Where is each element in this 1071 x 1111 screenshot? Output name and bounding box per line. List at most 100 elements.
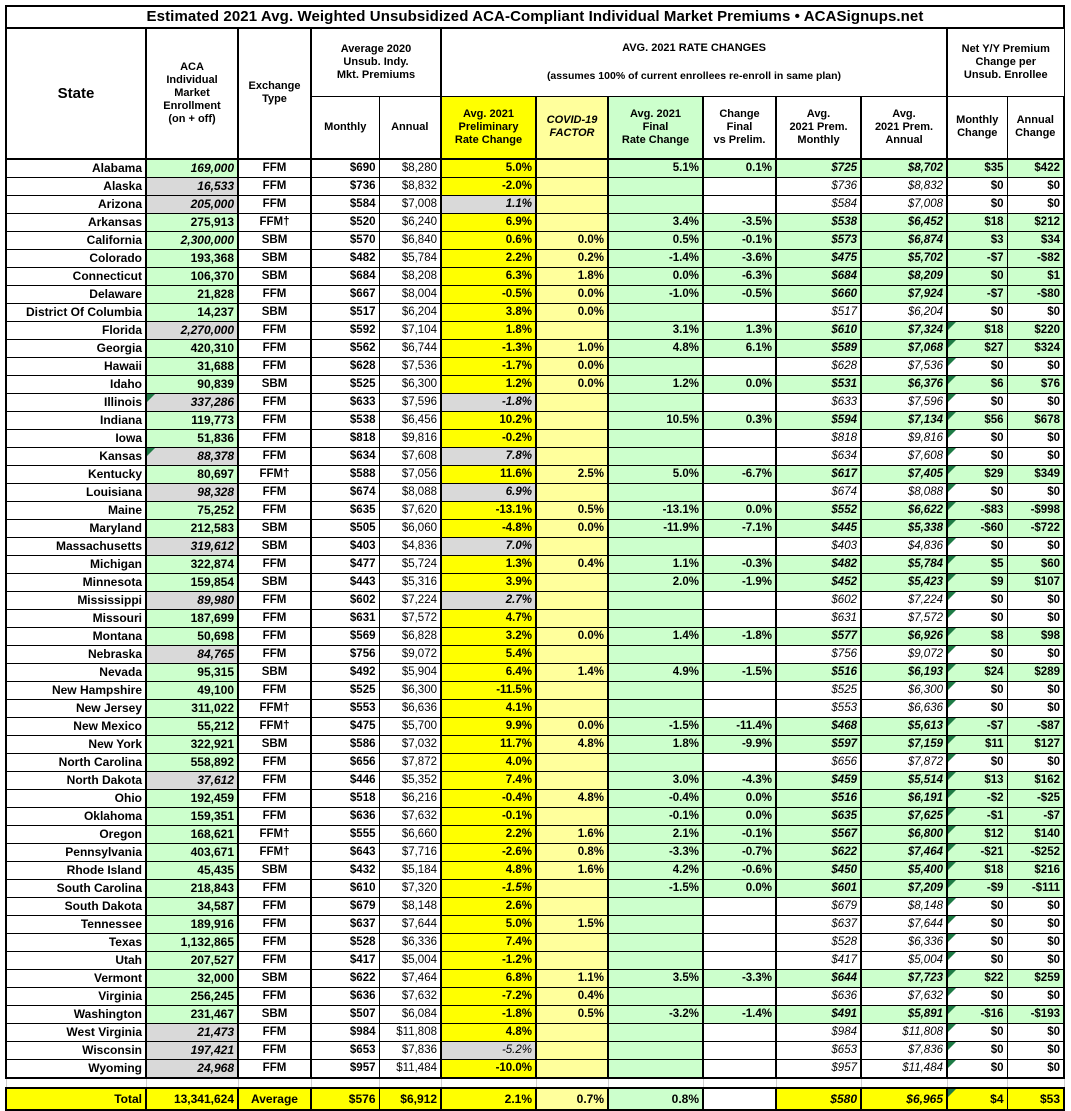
cell-prelim-rate-change[interactable]: 5.4%: [440, 644, 537, 664]
cell-2021-prem-annual[interactable]: $7,008: [860, 194, 948, 214]
cell-change-vs-prelim[interactable]: -3.5%: [702, 212, 777, 232]
cell-change-vs-prelim[interactable]: [702, 680, 777, 700]
cell-2021-prem-monthly[interactable]: $491: [775, 1004, 862, 1024]
cell-annual-change[interactable]: $0: [1006, 644, 1065, 664]
cell-prelim-rate-change[interactable]: 2.7%: [440, 590, 537, 610]
cell-2020-monthly-premium[interactable]: $818: [310, 428, 380, 448]
cell-2021-prem-annual[interactable]: $7,836: [860, 1040, 948, 1060]
cell-prelim-rate-change[interactable]: 10.2%: [440, 410, 537, 430]
cell-covid-factor[interactable]: [535, 410, 609, 430]
cell-annual-change[interactable]: $76: [1006, 374, 1065, 394]
cell-monthly-change[interactable]: -$16: [946, 1004, 1008, 1024]
cell-2020-monthly-premium[interactable]: $736: [310, 176, 380, 196]
cell-2020-monthly-premium[interactable]: $417: [310, 950, 380, 970]
cell-2021-prem-monthly[interactable]: $633: [775, 392, 862, 412]
cell-state[interactable]: Wyoming: [5, 1058, 147, 1079]
cell-covid-factor[interactable]: 0.0%: [535, 518, 609, 538]
cell-2021-prem-monthly[interactable]: $573: [775, 230, 862, 250]
cell-change-vs-prelim[interactable]: 0.0%: [702, 878, 777, 898]
cell-2021-prem-monthly[interactable]: $631: [775, 608, 862, 628]
cell-annual-change[interactable]: $127: [1006, 734, 1065, 754]
cell-2021-prem-monthly[interactable]: $601: [775, 878, 862, 898]
cell-2021-prem-monthly[interactable]: $567: [775, 824, 862, 844]
cell-exchange-type[interactable]: FFM†: [237, 698, 312, 718]
cell-change-vs-prelim[interactable]: -1.9%: [702, 572, 777, 592]
cell-2021-prem-monthly[interactable]: $417: [775, 950, 862, 970]
cell-covid-factor[interactable]: 1.8%: [535, 266, 609, 286]
cell-covid-factor[interactable]: 0.0%: [535, 284, 609, 304]
cell-prelim-rate-change[interactable]: -7.2%: [440, 986, 537, 1006]
cell-2021-prem-monthly[interactable]: $589: [775, 338, 862, 358]
cell-2021-prem-monthly[interactable]: $674: [775, 482, 862, 502]
cell-prelim-rate-change[interactable]: -0.1%: [440, 806, 537, 826]
cell-2020-annual-premium[interactable]: $8,280: [378, 158, 442, 178]
cell-covid-factor[interactable]: 0.8%: [535, 842, 609, 862]
cell-2020-monthly-premium[interactable]: $628: [310, 356, 380, 376]
cell-annual-change[interactable]: -$111: [1006, 878, 1065, 898]
cell-monthly-change[interactable]: $6: [946, 374, 1008, 394]
cell-prelim-rate-change[interactable]: 1.3%: [440, 554, 537, 574]
cell-2021-prem-monthly[interactable]: $725: [775, 158, 862, 178]
cell-final-rate-change[interactable]: -3.3%: [607, 842, 704, 862]
cell-monthly-change[interactable]: $0: [946, 608, 1008, 628]
cell-change-vs-prelim[interactable]: -1.8%: [702, 626, 777, 646]
cell-enrollment[interactable]: 21,473: [145, 1022, 239, 1042]
cell-2021-prem-annual[interactable]: $7,224: [860, 590, 948, 610]
cell-2020-monthly-premium[interactable]: $690: [310, 158, 380, 178]
cell-monthly-change[interactable]: $0: [946, 482, 1008, 502]
cell-monthly-change[interactable]: $0: [946, 1040, 1008, 1060]
cell-state[interactable]: Connecticut: [5, 266, 147, 286]
cell-enrollment[interactable]: 119,773: [145, 410, 239, 430]
cell-2020-annual-premium[interactable]: $6,336: [378, 932, 442, 952]
cell-monthly-change[interactable]: $56: [946, 410, 1008, 430]
cell-enrollment[interactable]: 2,270,000: [145, 320, 239, 340]
cell-2020-monthly-premium[interactable]: $643: [310, 842, 380, 862]
cell-state[interactable]: Maryland: [5, 518, 147, 538]
cell-state[interactable]: New Jersey: [5, 698, 147, 718]
cell-2020-monthly-premium[interactable]: $584: [310, 194, 380, 214]
cell-2020-monthly-premium[interactable]: $631: [310, 608, 380, 628]
cell-2020-monthly-premium[interactable]: $518: [310, 788, 380, 808]
cell-monthly-change[interactable]: -$1: [946, 806, 1008, 826]
cell-exchange-type[interactable]: SBM: [237, 536, 312, 556]
cell-2020-monthly-premium[interactable]: $592: [310, 320, 380, 340]
cell-final-rate-change[interactable]: [607, 752, 704, 772]
cell-exchange-type[interactable]: SBM: [237, 230, 312, 250]
cell-enrollment[interactable]: 1,132,865: [145, 932, 239, 952]
cell-final-rate-change[interactable]: [607, 356, 704, 376]
cell-state[interactable]: Utah: [5, 950, 147, 970]
cell-exchange-type[interactable]: SBM: [237, 662, 312, 682]
cell-monthly-change[interactable]: $12: [946, 824, 1008, 844]
cell-2021-prem-annual[interactable]: $6,965: [860, 1086, 948, 1111]
cell-covid-factor[interactable]: 4.8%: [535, 734, 609, 754]
cell-final-rate-change[interactable]: 1.8%: [607, 734, 704, 754]
cell-final-rate-change[interactable]: 0.5%: [607, 230, 704, 250]
cell-2021-prem-annual[interactable]: $6,452: [860, 212, 948, 232]
cell-2021-prem-annual[interactable]: $6,191: [860, 788, 948, 808]
cell-state[interactable]: Montana: [5, 626, 147, 646]
cell-covid-factor[interactable]: 0.0%: [535, 356, 609, 376]
cell-state[interactable]: Nebraska: [5, 644, 147, 664]
cell-2021-prem-monthly[interactable]: $628: [775, 356, 862, 376]
cell-annual-change[interactable]: $140: [1006, 824, 1065, 844]
cell-state[interactable]: Rhode Island: [5, 860, 147, 880]
cell-covid-factor[interactable]: 2.5%: [535, 464, 609, 484]
cell-exchange-type[interactable]: FFM: [237, 482, 312, 502]
cell-state[interactable]: Arizona: [5, 194, 147, 214]
cell-2021-prem-monthly[interactable]: $594: [775, 410, 862, 430]
cell-change-vs-prelim[interactable]: [702, 356, 777, 376]
cell-monthly-change[interactable]: $4: [946, 1086, 1008, 1111]
cell-enrollment[interactable]: 49,100: [145, 680, 239, 700]
cell-final-rate-change[interactable]: 10.5%: [607, 410, 704, 430]
cell-covid-factor[interactable]: [535, 320, 609, 340]
cell-2020-monthly-premium[interactable]: $586: [310, 734, 380, 754]
cell-exchange-type[interactable]: FFM: [237, 752, 312, 772]
cell-final-rate-change[interactable]: [607, 680, 704, 700]
cell-2020-monthly-premium[interactable]: $679: [310, 896, 380, 916]
cell-monthly-change[interactable]: -$7: [946, 716, 1008, 736]
cell-2020-monthly-premium[interactable]: $475: [310, 716, 380, 736]
cell-covid-factor[interactable]: [535, 1040, 609, 1060]
cell-monthly-change[interactable]: $0: [946, 698, 1008, 718]
cell-covid-factor[interactable]: [535, 878, 609, 898]
cell-2020-annual-premium[interactable]: $6,084: [378, 1004, 442, 1024]
